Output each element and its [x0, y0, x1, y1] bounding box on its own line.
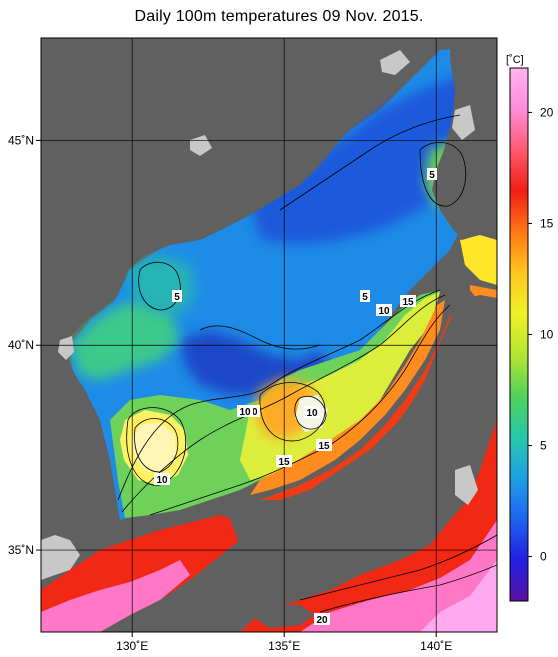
contour-label-box [154, 473, 170, 485]
contour-label-box [237, 405, 253, 417]
honshu [230, 290, 478, 610]
contour-line [126, 407, 187, 486]
no-data-yellow-sea [41, 535, 80, 580]
map-title: Daily 100m temperatures 09 Nov. 2015. [134, 8, 424, 25]
map-frame [40, 37, 498, 633]
latitude-tick-label: 45˚N [8, 133, 34, 147]
contour-labels: 5551015105101015151020 [154, 168, 437, 626]
contour-lines [117, 114, 497, 613]
colorbar-scale [509, 67, 529, 602]
latitude-tick-label: 40˚N [8, 338, 34, 352]
colorbar-tick-label: 5 [540, 439, 547, 453]
no-data-areas [41, 50, 478, 580]
colorbar-unit: [˚C] [506, 54, 524, 66]
coastal-warm-orange [250, 300, 445, 495]
contour-label-box [376, 304, 392, 316]
no-data-pacific [455, 465, 478, 505]
colorbar-ticks: 0 5 10 15 20 [528, 105, 554, 564]
contour-line [117, 289, 441, 501]
colorbar-tick-label: 0 [540, 550, 547, 564]
colorbar-tick-label: 15 [540, 216, 554, 230]
pacific-hot-water [300, 520, 497, 632]
contour-label: 15 [402, 297, 414, 308]
west-green-zone [70, 300, 180, 380]
pacific-warm-water [240, 420, 497, 632]
longitude-tick-label: 135˚E [268, 639, 300, 653]
contour-label: 20 [316, 615, 328, 626]
contour-label: 5 [429, 170, 435, 181]
contour-label-box [276, 455, 292, 467]
shikoku [250, 605, 315, 628]
latitude-tick-label: 35˚N [8, 543, 34, 557]
contour-label-box [360, 290, 370, 302]
contour-line [419, 141, 467, 207]
sea-temperature-field [41, 45, 497, 632]
contour-line [299, 534, 497, 601]
contour-label: 10 [239, 407, 251, 418]
longitude-tick-label: 140˚E [420, 639, 452, 653]
no-data-korea-coast [58, 336, 74, 360]
pacific-southern-pink [420, 560, 497, 632]
korean-peninsula [41, 38, 440, 560]
contour-label: 15 [278, 457, 290, 468]
contour-label: 5 [174, 292, 180, 303]
contour-label-box [427, 168, 437, 180]
contour-label-box [314, 613, 330, 625]
land-masses [41, 38, 497, 632]
contour-line [294, 395, 327, 430]
contour-label-box [316, 439, 332, 451]
contour-line [319, 564, 497, 613]
colorbar-tick-label: 10 [540, 328, 554, 342]
contour-line [134, 418, 179, 473]
colorbar-tick-label: 20 [540, 105, 554, 119]
tsugaru-yellow [460, 235, 497, 285]
contour-label: 10 [378, 306, 390, 317]
contour-label-box [304, 406, 320, 418]
graticule [41, 38, 497, 632]
kyushu [188, 570, 238, 632]
contour-label: 15 [318, 441, 330, 452]
northern-cold-core [250, 75, 480, 245]
korea-strait-pink [41, 560, 190, 632]
contour-line [279, 114, 461, 211]
northern-honshu-tip [456, 295, 497, 440]
contour-label-box [400, 295, 416, 307]
sakhalin [470, 38, 497, 110]
contour-line [121, 294, 446, 513]
contour-label: 10 [156, 475, 168, 486]
no-data-sakhalin-coast [452, 105, 475, 140]
longitude-tick-label: 130˚E [116, 639, 148, 653]
contour-label-box [172, 290, 182, 302]
contour-label: 5 [362, 292, 368, 303]
map-plot-area: 5551015105101015151020 [41, 38, 497, 632]
contour-line [259, 382, 326, 442]
colorbar: [˚C] 0 5 10 15 20 [506, 54, 554, 602]
axis-ticks: 130˚E 135˚E 140˚E 35˚N 40˚N 45˚N [8, 133, 452, 653]
warm-eddy-core [132, 422, 176, 472]
contour-label: 10 [306, 408, 318, 419]
contour-line [199, 325, 321, 350]
no-data-north-coast [380, 50, 410, 75]
